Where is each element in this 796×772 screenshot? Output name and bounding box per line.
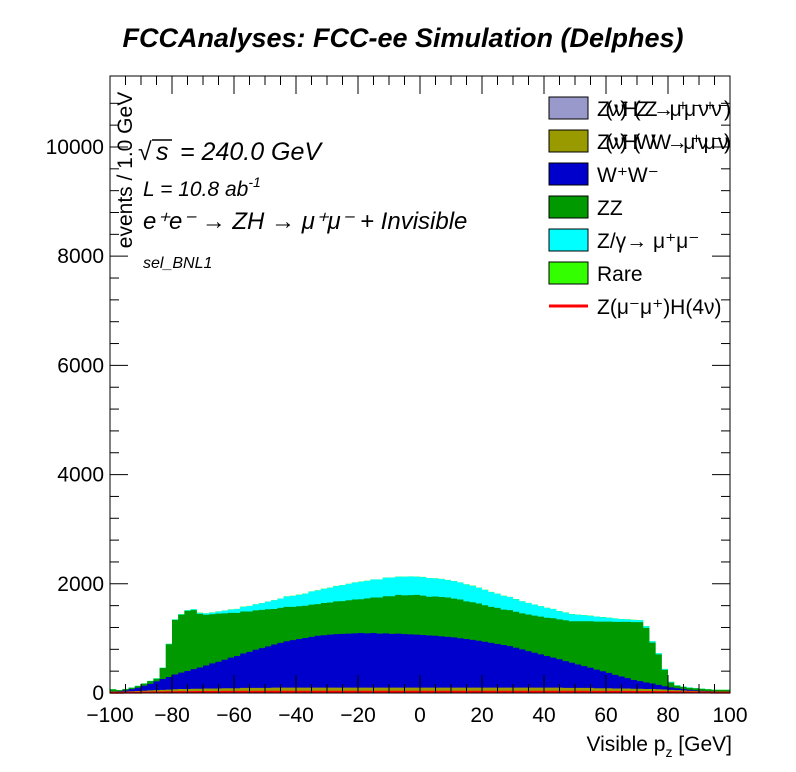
x-tick-label: −100	[86, 704, 133, 727]
legend-entry: Z/γ→ μ⁺μ⁻	[548, 228, 699, 253]
annotations: √ s = 240.0 GeV L = 10.8 ab-1 e⁺e⁻ → ZH …	[138, 138, 467, 272]
legend: Z(νν̄)H(ZZ→μ⁺μ⁻ν⁺ν⁻) Z(νν̄)H(WW→μ⁺νμ⁻ν) W⁺…	[548, 96, 731, 319]
sqrt-s-symbol: √	[138, 138, 152, 166]
x-tick-label: 100	[712, 704, 747, 727]
x-axis-label: Visible pz [GeV]	[586, 733, 732, 760]
x-tick-label: −80	[154, 704, 190, 727]
x-tick-label: −60	[216, 704, 252, 727]
legend-swatch	[548, 96, 589, 120]
legend-label: Rare	[597, 263, 643, 286]
y-tick-label: 10000	[46, 136, 104, 159]
legend-label: ZZ	[597, 197, 623, 220]
x-tick-label: 0	[414, 704, 426, 727]
luminosity-label: L = 10.8 ab-1	[143, 174, 261, 201]
x-tick-label: 40	[532, 704, 555, 727]
series-w-w	[110, 633, 730, 693]
stack-area	[110, 633, 730, 693]
signal-line	[110, 690, 730, 694]
legend-label: Z/γ→ μ⁺μ⁻	[597, 230, 699, 253]
legend-swatch	[548, 162, 589, 186]
sqrt-s-label: = 240.0 GeV	[180, 138, 323, 166]
x-tick-label: 60	[594, 704, 617, 727]
x-tick-label: 80	[656, 704, 679, 727]
x-tick-label: −20	[340, 704, 376, 727]
y-tick-label: 4000	[57, 464, 104, 487]
legend-entry: ZZ	[548, 195, 623, 220]
y-tick-label: 2000	[57, 573, 104, 596]
legend-entry: Rare	[548, 261, 643, 286]
process-label: e⁺e⁻ → ZH → μ⁺μ⁻ + Invisible	[143, 208, 467, 235]
axis-ticks: −100 −80 −60 −40 −20 0 20 40 60 80 100 0 2000 4000 600…	[46, 76, 748, 727]
legend-entry: Z(μ⁻μ⁺)H(4ν)	[549, 296, 722, 319]
y-tick-label: 0	[92, 682, 104, 705]
y-tick-label: 8000	[57, 245, 104, 268]
legend-entry: W⁺W⁻	[548, 162, 659, 187]
chart-title: FCCAnalyses: FCC-ee Simulation (Delphes)	[122, 23, 683, 53]
x-tick-label: 20	[470, 704, 493, 727]
legend-entry: Z(νν̄)H(WW→μ⁺νμ⁻ν)	[548, 129, 731, 154]
legend-swatch	[548, 261, 589, 285]
y-axis-label: events / 1.0 GeV	[114, 92, 137, 248]
legend-swatch	[548, 129, 589, 153]
legend-swatch	[548, 228, 589, 252]
y-tick-label: 6000	[57, 354, 104, 377]
legend-label: W⁺W⁻	[597, 164, 659, 187]
plot-area	[110, 576, 730, 694]
x-tick-label: −40	[278, 704, 314, 727]
legend-label: Z(νν̄)H(WW→μ⁺νμ⁻ν)	[597, 131, 731, 154]
selection-label: sel_BNL1	[143, 255, 212, 272]
legend-entry: Z(νν̄)H(ZZ→μ⁺μ⁻ν⁺ν⁻)	[548, 96, 731, 121]
legend-label: Z(μ⁻μ⁺)H(4ν)	[597, 296, 722, 319]
legend-label: Z(νν̄)H(ZZ→μ⁺μ⁻ν⁺ν⁻)	[597, 98, 731, 121]
sqrt-s-var: s	[156, 138, 169, 166]
legend-swatch	[548, 195, 589, 219]
